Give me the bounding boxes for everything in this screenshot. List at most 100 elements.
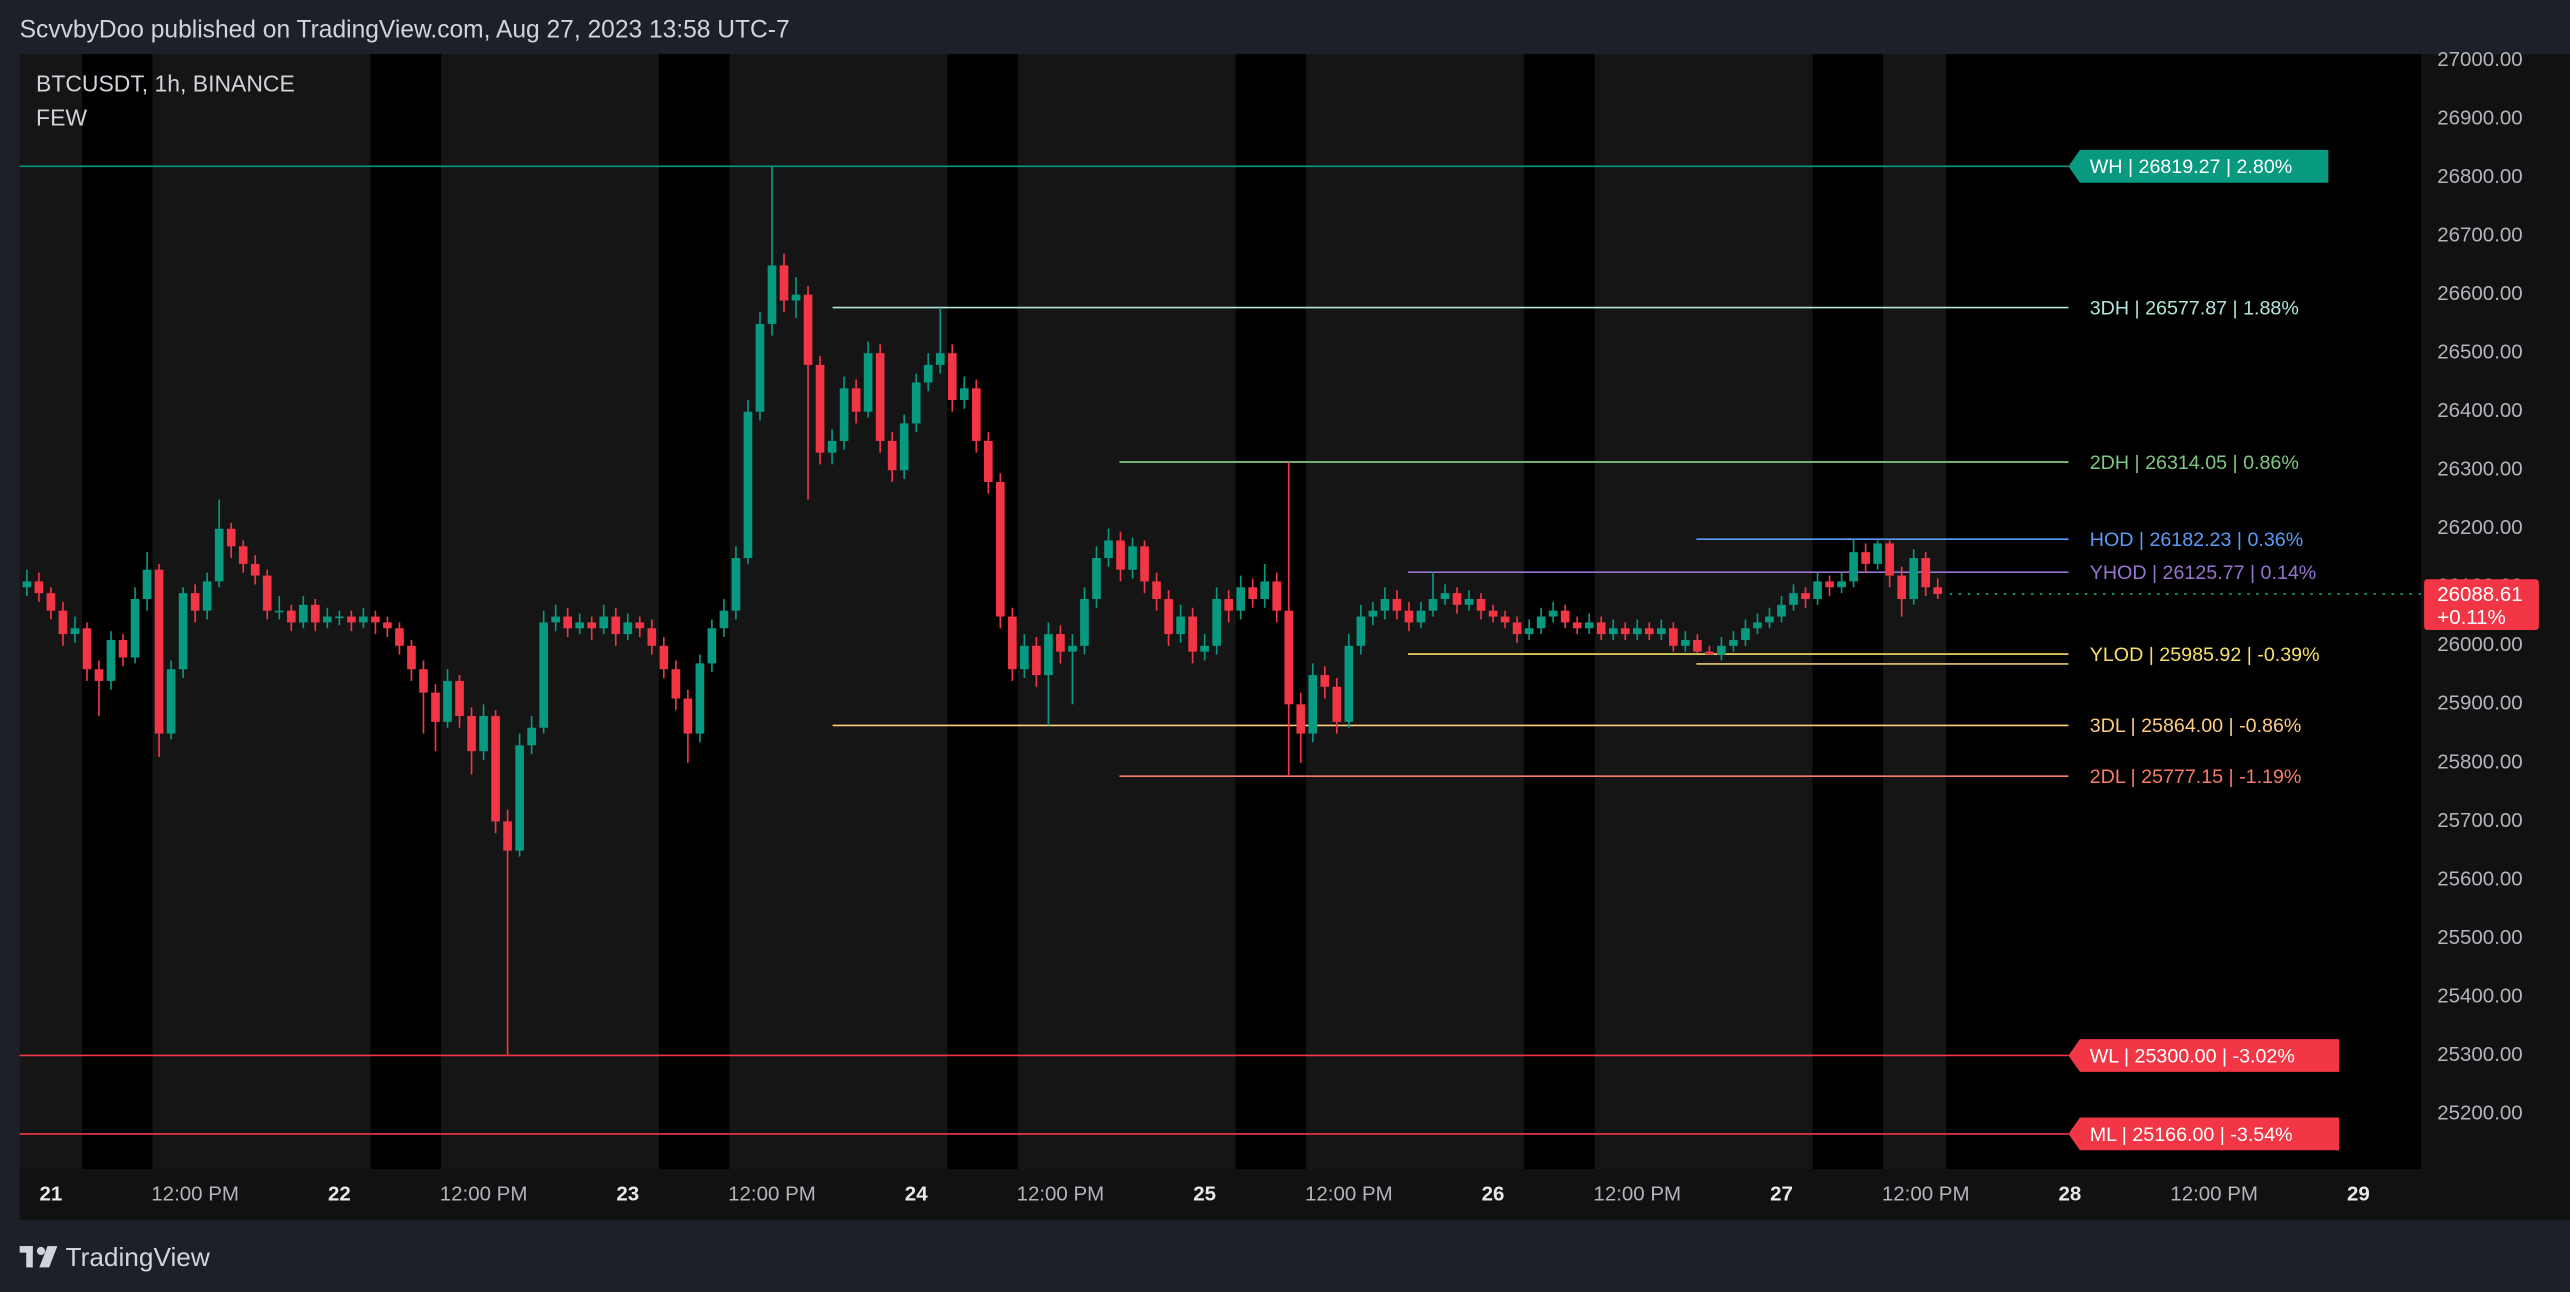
candle-body <box>947 353 957 400</box>
candle-body <box>1392 598 1402 611</box>
session-stripe <box>947 54 1018 1170</box>
candle-body <box>935 353 945 365</box>
x-tick-label: 12:00 PM <box>1882 1183 1970 1206</box>
y-tick-label: 26200.00 <box>2437 516 2522 539</box>
candle-body <box>1116 540 1125 570</box>
time-axis <box>19 1169 2570 1220</box>
candle-body <box>875 353 885 441</box>
indicator-name: FEW <box>36 105 87 131</box>
candle-body <box>599 616 609 629</box>
candle-body <box>803 294 813 365</box>
candle-body <box>286 610 296 623</box>
candle-body <box>1128 546 1137 570</box>
candle-body <box>1801 593 1810 599</box>
y-tick-label: 25300.00 <box>2437 1043 2522 1066</box>
x-tick-label: 12:00 PM <box>1017 1183 1105 1206</box>
candle-body <box>1140 546 1149 582</box>
candle-body <box>1584 622 1594 629</box>
level-label-box <box>2068 149 2329 183</box>
candle-body <box>323 616 332 623</box>
candle-body <box>983 440 993 482</box>
candle-body <box>1705 651 1714 655</box>
candle-body <box>1608 628 1618 635</box>
candle-body <box>1380 598 1390 611</box>
candle-body <box>1885 543 1894 576</box>
y-tick-label: 25200.00 <box>2437 1101 2522 1124</box>
last-change-label: +0.11% <box>2437 606 2506 629</box>
candle-body <box>863 353 873 412</box>
y-tick-label: 26800.00 <box>2437 165 2522 188</box>
candle-body <box>1404 610 1414 623</box>
y-tick-label: 26400.00 <box>2437 399 2522 422</box>
candle-body <box>743 411 753 559</box>
candle-body <box>347 616 356 623</box>
candle-body <box>971 388 981 441</box>
candle-body <box>911 382 921 424</box>
y-tick-label: 25800.00 <box>2437 750 2522 773</box>
candle-body <box>1452 593 1462 605</box>
candle-body <box>1753 622 1762 629</box>
candle-body <box>647 628 657 646</box>
candle-body <box>1332 686 1342 722</box>
candle-body <box>755 323 765 412</box>
candle-body <box>419 669 428 693</box>
candle-body <box>1849 552 1858 582</box>
candle-body <box>1717 645 1726 655</box>
y-tick-label: 25400.00 <box>2437 984 2522 1007</box>
candle-body <box>1296 704 1306 734</box>
candle-body <box>250 563 260 576</box>
y-tick-label: 25900.00 <box>2437 692 2522 715</box>
y-tick-label: 25500.00 <box>2437 926 2522 949</box>
candle-body <box>1032 645 1041 676</box>
candle-body <box>1632 628 1642 635</box>
candle-body <box>1729 639 1738 646</box>
candle-body <box>695 663 705 734</box>
candle-body <box>1825 581 1834 588</box>
candle-body <box>1861 552 1870 564</box>
candle-body <box>106 639 116 681</box>
level-label: ML | 25166.00 | -3.54% <box>2090 1124 2293 1146</box>
candle-body <box>1008 616 1017 670</box>
level-label-box <box>2068 1039 2340 1072</box>
candle-body <box>262 575 272 611</box>
candle-body <box>178 593 188 670</box>
candle-body <box>335 616 344 619</box>
candle-body <box>58 610 68 635</box>
candle-body <box>1789 593 1798 605</box>
candle-body <box>202 581 212 611</box>
candle-body <box>371 616 380 623</box>
x-tick-label: 28 <box>2059 1183 2082 1206</box>
last-price-tag <box>2424 579 2539 631</box>
candle-body <box>611 616 621 635</box>
candle-body <box>1284 610 1294 705</box>
last-price-label: 26088.61 <box>2437 583 2522 606</box>
candle-body <box>226 528 236 547</box>
x-tick-label: 26 <box>1482 1183 1505 1206</box>
candle-body <box>479 716 488 752</box>
y-tick-label: 25700.00 <box>2437 809 2522 832</box>
candle-body <box>1548 610 1558 617</box>
session-stripes <box>82 54 2421 1170</box>
candle-body <box>310 604 320 623</box>
x-tick-label: 12:00 PM <box>1593 1183 1681 1206</box>
candle-body <box>298 604 308 623</box>
level-label: WL | 25300.00 | -3.02% <box>2090 1045 2295 1067</box>
candle-body <box>1500 616 1510 623</box>
x-tick-label: 22 <box>328 1183 351 1206</box>
published-line: ScvvbyDoo published on TradingView.com, … <box>20 17 790 44</box>
candle-body <box>1488 610 1498 617</box>
level-label-box <box>2068 1117 2340 1151</box>
candle-body <box>70 628 80 635</box>
candle-body <box>683 698 693 734</box>
candle-body <box>383 622 392 629</box>
candle-body <box>1224 598 1233 611</box>
candle-body <box>1152 581 1161 599</box>
candle-body <box>1909 558 1919 599</box>
y-tick-label: 26900.00 <box>2437 106 2522 129</box>
candle-body <box>587 622 597 629</box>
candle-body <box>1693 639 1702 652</box>
candle-body <box>82 628 92 670</box>
symbol-title: BTCUSDT, 1h, BINANCE <box>36 70 295 96</box>
candle-body <box>1765 616 1774 623</box>
session-stripe <box>82 54 153 1170</box>
